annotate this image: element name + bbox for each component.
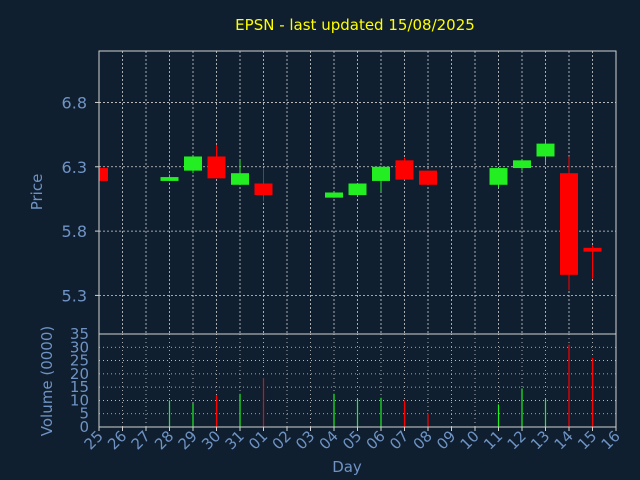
candle-30: [207, 144, 226, 179]
day-tick-label: 01: [245, 427, 271, 453]
price-tick-label: 6.3: [62, 158, 87, 177]
volume-tick-label: 25: [70, 352, 89, 370]
candle-25: [98, 168, 108, 181]
day-tick-label: 31: [222, 427, 248, 453]
volume-axis-label: Volume (0000): [38, 326, 56, 436]
day-tick-label: 02: [269, 427, 295, 453]
candle-body: [419, 170, 437, 185]
day-tick-label: 30: [198, 427, 224, 453]
candle-15: [583, 245, 602, 279]
day-tick-label: 08: [410, 427, 436, 453]
day-tick-label: 28: [151, 427, 177, 453]
day-tick-label: 14: [551, 427, 577, 453]
price-tick-labels: 6.8 6.3 5.8 5.3: [62, 93, 99, 305]
candle-14: [560, 156, 578, 291]
candle-body: [513, 160, 531, 169]
x-axis-label: Day: [332, 458, 362, 476]
candle-06: [372, 166, 390, 192]
candle-13: [536, 141, 555, 163]
volume-tick-label: 0: [79, 418, 89, 436]
candle-body: [254, 183, 273, 196]
candle-31: [231, 160, 249, 185]
candle-body: [395, 160, 414, 180]
day-tick-label: 16: [598, 427, 624, 453]
candle-body: [325, 192, 343, 198]
price-tick-label: 6.8: [62, 93, 87, 112]
candle-12: [513, 160, 531, 171]
candle-body: [348, 183, 367, 196]
day-tick-label: 29: [175, 427, 201, 453]
day-tick-label: 07: [386, 427, 412, 453]
day-tick-label: 12: [504, 427, 530, 453]
day-tick-label: 10: [457, 427, 483, 453]
day-tick-label: 11: [480, 427, 506, 453]
candle-07: [395, 157, 414, 180]
candle-body: [184, 156, 202, 171]
volume-tick-label: 5: [79, 405, 89, 423]
candle-11: [489, 168, 508, 188]
day-tick-label: 04: [316, 427, 342, 453]
candle-01: [254, 168, 273, 202]
candle-body: [372, 166, 390, 181]
volume-tick-label: 10: [70, 391, 89, 409]
price-axis-label: Price: [28, 174, 46, 211]
day-tick-label: 06: [363, 427, 389, 453]
day-tick-label: 26: [104, 427, 130, 453]
day-tick-label: 05: [339, 427, 365, 453]
volume-tick-label: 35: [70, 325, 89, 343]
day-tick-label: 03: [292, 427, 318, 453]
candle-04: [325, 192, 343, 198]
candle-body: [489, 168, 508, 185]
candle-08: [419, 170, 437, 185]
candle-body: [99, 168, 108, 181]
price-tick-label: 5.8: [62, 222, 87, 241]
candle-29: [184, 156, 202, 174]
candle-body: [231, 173, 249, 185]
volume-tick-label: 15: [70, 378, 89, 396]
price-candles: [98, 141, 602, 291]
day-tick-label: 15: [574, 427, 600, 453]
candle-body: [536, 143, 555, 157]
day-tick-label: 13: [527, 427, 553, 453]
day-tick-labels: 2526272829303101020304050607080910111213…: [81, 427, 624, 453]
candle-28: [160, 174, 179, 181]
volume-tick-label: 30: [70, 338, 89, 356]
candle-body: [160, 177, 179, 181]
volume-bars: [168, 344, 594, 427]
candle-body: [583, 247, 602, 252]
candle-body: [560, 173, 578, 275]
volume-tick-label: 20: [70, 365, 89, 383]
day-tick-label: 09: [433, 427, 459, 453]
day-tick-label: 27: [128, 427, 154, 453]
candle-05: [348, 183, 367, 197]
chart-title: EPSN - last updated 15/08/2025: [235, 16, 475, 34]
candle-body: [207, 156, 226, 179]
price-tick-label: 5.3: [62, 286, 87, 305]
